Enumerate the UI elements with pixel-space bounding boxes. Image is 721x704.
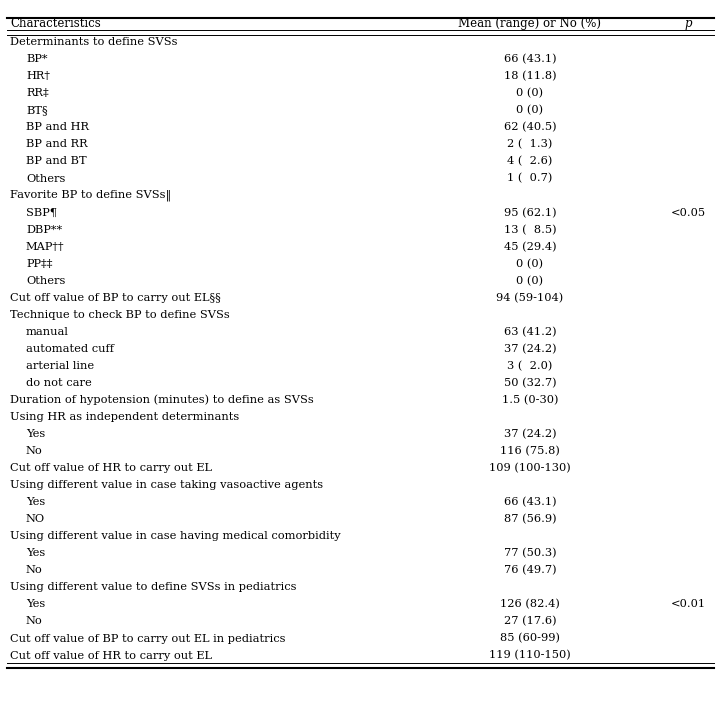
- Text: 76 (49.7): 76 (49.7): [504, 565, 556, 576]
- Text: Duration of hypotension (minutes) to define as SVSs: Duration of hypotension (minutes) to def…: [10, 395, 314, 406]
- Text: automated cuff: automated cuff: [26, 344, 114, 354]
- Text: Mean (range) or No (%): Mean (range) or No (%): [459, 18, 601, 30]
- Text: Favorite BP to define SVSs‖: Favorite BP to define SVSs‖: [10, 190, 172, 201]
- Text: BP and HR: BP and HR: [26, 122, 89, 132]
- Text: 0 (0): 0 (0): [516, 275, 544, 286]
- Text: 18 (11.8): 18 (11.8): [504, 71, 556, 82]
- Text: 87 (56.9): 87 (56.9): [504, 514, 556, 524]
- Text: 119 (110-150): 119 (110-150): [489, 650, 571, 661]
- Text: Cut off value of BP to carry out EL§§: Cut off value of BP to carry out EL§§: [10, 293, 221, 303]
- Text: Yes: Yes: [26, 497, 45, 508]
- Text: 66 (43.1): 66 (43.1): [504, 54, 556, 65]
- Text: Cut off value of BP to carry out EL in pediatrics: Cut off value of BP to carry out EL in p…: [10, 634, 286, 643]
- Text: arterial line: arterial line: [26, 361, 94, 371]
- Text: SBP¶: SBP¶: [26, 208, 57, 218]
- Text: HR†: HR†: [26, 71, 50, 82]
- Text: BT§: BT§: [26, 106, 48, 115]
- Text: manual: manual: [26, 327, 68, 337]
- Text: No: No: [26, 565, 43, 575]
- Text: Cut off value of HR to carry out EL: Cut off value of HR to carry out EL: [10, 650, 212, 660]
- Text: 2 (  1.3): 2 ( 1.3): [508, 139, 552, 150]
- Text: 0 (0): 0 (0): [516, 88, 544, 99]
- Text: 50 (32.7): 50 (32.7): [504, 378, 556, 388]
- Text: Characteristics: Characteristics: [10, 18, 101, 30]
- Text: 3 (  2.0): 3 ( 2.0): [508, 360, 552, 371]
- Text: 1.5 (0-30): 1.5 (0-30): [502, 395, 558, 406]
- Text: 0 (0): 0 (0): [516, 258, 544, 269]
- Text: 45 (29.4): 45 (29.4): [504, 241, 556, 252]
- Text: Technique to check BP to define SVSs: Technique to check BP to define SVSs: [10, 310, 230, 320]
- Text: Using different value in case taking vasoactive agents: Using different value in case taking vas…: [10, 480, 323, 490]
- Text: Using HR as independent determinants: Using HR as independent determinants: [10, 412, 239, 422]
- Text: 27 (17.6): 27 (17.6): [504, 616, 556, 627]
- Text: 126 (82.4): 126 (82.4): [500, 599, 560, 610]
- Text: NO: NO: [26, 514, 45, 524]
- Text: 109 (100-130): 109 (100-130): [489, 463, 571, 473]
- Text: 37 (24.2): 37 (24.2): [504, 429, 556, 439]
- Text: BP*: BP*: [26, 54, 48, 64]
- Text: 85 (60-99): 85 (60-99): [500, 634, 560, 643]
- Text: Yes: Yes: [26, 548, 45, 558]
- Text: 63 (41.2): 63 (41.2): [504, 327, 556, 337]
- Text: PP‡‡: PP‡‡: [26, 258, 53, 269]
- Text: No: No: [26, 617, 43, 627]
- Text: do not care: do not care: [26, 378, 92, 388]
- Text: 62 (40.5): 62 (40.5): [504, 122, 556, 132]
- Text: 77 (50.3): 77 (50.3): [504, 548, 556, 558]
- Text: 37 (24.2): 37 (24.2): [504, 344, 556, 354]
- Text: BP and BT: BP and BT: [26, 156, 87, 167]
- Text: 116 (75.8): 116 (75.8): [500, 446, 560, 456]
- Text: Using different value to define SVSs in pediatrics: Using different value to define SVSs in …: [10, 582, 296, 593]
- Text: Cut off value of HR to carry out EL: Cut off value of HR to carry out EL: [10, 463, 212, 473]
- Text: DBP**: DBP**: [26, 225, 62, 234]
- Text: BP and RR: BP and RR: [26, 139, 87, 149]
- Text: Yes: Yes: [26, 599, 45, 610]
- Text: 0 (0): 0 (0): [516, 105, 544, 115]
- Text: 1 (  0.7): 1 ( 0.7): [508, 173, 552, 184]
- Text: Others: Others: [26, 276, 66, 286]
- Text: RR‡: RR‡: [26, 88, 49, 99]
- Text: 13 (  8.5): 13 ( 8.5): [504, 225, 556, 235]
- Text: p: p: [685, 18, 692, 30]
- Text: 4 (  2.6): 4 ( 2.6): [508, 156, 552, 167]
- Text: Determinants to define SVSs: Determinants to define SVSs: [10, 37, 177, 47]
- Text: 95 (62.1): 95 (62.1): [504, 208, 556, 218]
- Text: Others: Others: [26, 173, 66, 184]
- Text: 66 (43.1): 66 (43.1): [504, 497, 556, 508]
- Text: Using different value in case having medical comorbidity: Using different value in case having med…: [10, 532, 341, 541]
- Text: <0.05: <0.05: [671, 208, 706, 218]
- Text: No: No: [26, 446, 43, 456]
- Text: MAP††: MAP††: [26, 241, 65, 252]
- Text: 94 (59-104): 94 (59-104): [496, 293, 564, 303]
- Text: Yes: Yes: [26, 429, 45, 439]
- Text: <0.01: <0.01: [671, 599, 706, 610]
